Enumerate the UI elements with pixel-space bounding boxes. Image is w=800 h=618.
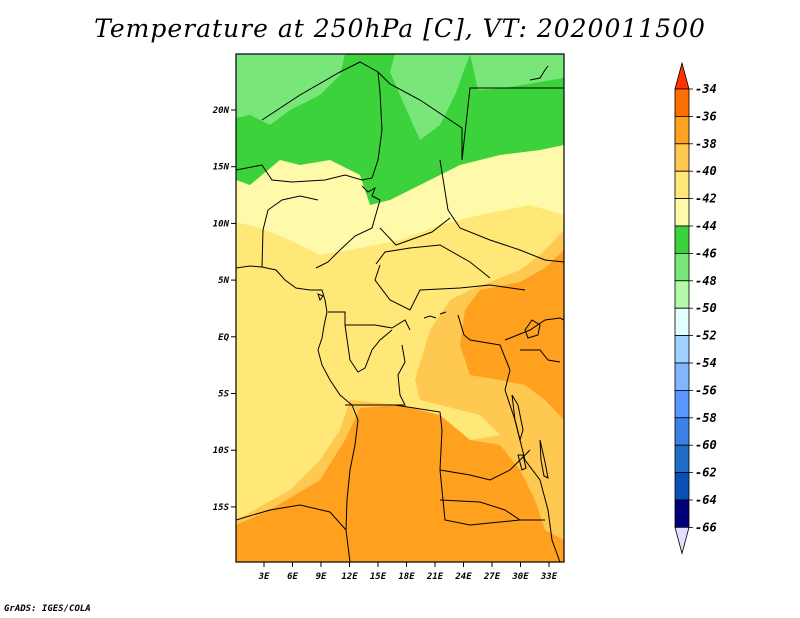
lon-label: 27E — [483, 572, 501, 582]
colorbar-label: -48 — [695, 274, 717, 288]
lon-label: 9E — [316, 572, 327, 582]
colorbar-box — [674, 280, 690, 309]
map-frame — [235, 53, 565, 563]
colorbar-label: -62 — [695, 466, 717, 480]
shaded-field — [236, 54, 564, 562]
colorbar-box — [674, 116, 690, 145]
colorbar-box — [674, 472, 690, 501]
lat-label: 5N — [218, 276, 229, 286]
lon-label: 21E — [426, 572, 444, 582]
lakes — [317, 293, 549, 479]
colorbar-box — [674, 362, 690, 391]
colorbar-min-triangle — [674, 527, 690, 555]
colorbar-box — [674, 225, 690, 254]
colorbar-label: -66 — [695, 520, 717, 534]
colorbar-box — [674, 389, 690, 419]
colorbar-label: -58 — [695, 411, 717, 425]
colorbar-box — [674, 417, 690, 446]
colorbar-box — [674, 252, 690, 282]
lon-label: 3E — [258, 572, 270, 582]
lat-label: 10S — [213, 446, 230, 456]
colorbar-label: -40 — [695, 164, 717, 178]
colorbar-label: -56 — [695, 383, 717, 397]
colorbar-label: -42 — [695, 192, 717, 206]
lat-label: 10N — [213, 219, 230, 229]
field-38-36-south — [236, 405, 564, 562]
colorbar-box — [674, 198, 690, 227]
colorbar-box — [674, 143, 690, 172]
colorbar: -34 -36 -38 -40 -42 -44 -46 -48 -50 -52 -54 -56 -58 -… — [674, 61, 717, 555]
colorbar-box — [674, 170, 690, 199]
lat-label: EQ — [218, 333, 229, 343]
lat-label: 15S — [213, 503, 230, 513]
field-48-46-west — [236, 54, 345, 125]
colorbar-label: -54 — [695, 356, 717, 370]
colorbar-label: -44 — [695, 219, 717, 233]
field-48-46-northeast — [470, 54, 564, 90]
lon-label: 30E — [511, 572, 529, 582]
lat-label: 15N — [213, 163, 230, 173]
lat-label: 20N — [212, 106, 230, 116]
grads-credit: GrADS: IGES/COLA — [4, 604, 91, 614]
colorbar-max-triangle — [674, 61, 690, 90]
lon-label: 12E — [341, 572, 358, 582]
lon-label: 6E — [287, 572, 298, 582]
colorbar-label: -52 — [695, 329, 717, 343]
borders — [236, 61, 564, 562]
colorbar-box — [674, 307, 690, 337]
latitude-axis: 20N 15N 10N 5N EQ 5S 10S 15S — [212, 106, 236, 513]
lon-label: 24E — [454, 572, 472, 582]
colorbar-label: -36 — [695, 109, 717, 123]
plot-title: Temperature at 250hPa [C], VT: 202001150… — [94, 14, 706, 43]
lon-label: 33E — [540, 572, 558, 582]
colorbar-label: -50 — [695, 301, 717, 315]
lon-label: 18E — [398, 572, 415, 582]
colorbar-label: -60 — [695, 438, 717, 452]
colorbar-label: -34 — [695, 82, 717, 96]
colorbar-box — [674, 444, 690, 474]
field-38-36-east — [460, 250, 564, 420]
colorbar-box — [674, 88, 690, 117]
longitude-axis: 3E 6E 9E 12E 15E 18E 21E 24E 27E 30E 33E — [258, 562, 558, 582]
lat-label: 5S — [218, 390, 229, 400]
colorbar-label: -46 — [695, 246, 717, 260]
colorbar-box — [674, 335, 690, 364]
colorbar-box — [674, 499, 690, 528]
colorbar-label: -38 — [695, 137, 717, 151]
colorbar-label: -64 — [695, 493, 717, 507]
field-48-46-center — [390, 54, 470, 140]
lon-label: 15E — [370, 572, 387, 582]
